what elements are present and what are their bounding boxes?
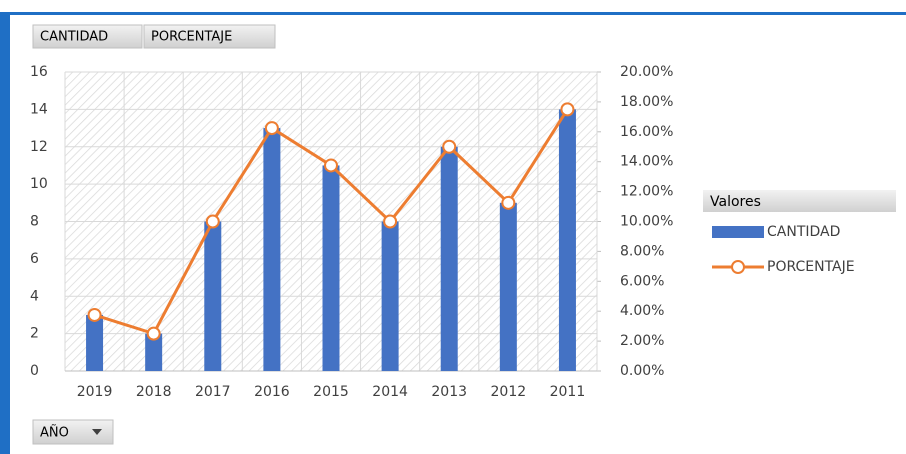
y2-tick-label: 8.00% bbox=[620, 243, 664, 259]
x-tick-label: 2017 bbox=[195, 384, 231, 400]
y2-tick-label: 2.00% bbox=[620, 333, 664, 349]
button-label: AÑO bbox=[40, 425, 69, 441]
y2-tick-label: 10.00% bbox=[620, 214, 673, 230]
line-marker bbox=[324, 158, 338, 173]
field-button[interactable]: CANTIDAD bbox=[32, 24, 143, 49]
field-button[interactable]: PORCENTAJE bbox=[143, 24, 276, 49]
x-tick-label: 2013 bbox=[431, 384, 467, 400]
y-tick-label: 6 bbox=[30, 251, 39, 267]
button-bg bbox=[143, 24, 276, 49]
frame-top bbox=[0, 12, 906, 15]
line-marker bbox=[87, 307, 102, 322]
bar bbox=[381, 221, 399, 371]
bar bbox=[440, 146, 458, 371]
x-tick-label: 2015 bbox=[313, 384, 349, 400]
line-marker bbox=[383, 214, 398, 229]
y-tick-label: 16 bbox=[30, 64, 48, 80]
bar bbox=[322, 165, 340, 371]
dropdown-arrow bbox=[92, 429, 102, 435]
line-marker bbox=[501, 195, 516, 210]
line-marker bbox=[146, 326, 161, 341]
x-tick-label: 2012 bbox=[491, 384, 527, 400]
legend-swatch bbox=[712, 226, 764, 238]
bar bbox=[558, 109, 576, 371]
line-marker bbox=[442, 139, 457, 154]
button-bg bbox=[32, 419, 114, 445]
y2-tick-label: 6.00% bbox=[620, 273, 664, 289]
legend-label: CANTIDAD bbox=[767, 224, 840, 240]
button-label: PORCENTAJE bbox=[151, 30, 232, 45]
x-tick-label: 2014 bbox=[372, 384, 408, 400]
x-tick-label: 2019 bbox=[77, 384, 113, 400]
y-tick-label: 0 bbox=[30, 363, 39, 379]
legend-swatch-marker bbox=[731, 260, 745, 274]
x-tick-label: 2016 bbox=[254, 384, 290, 400]
y2-tick-label: 14.00% bbox=[620, 154, 673, 170]
y-tick-label: 8 bbox=[30, 214, 39, 230]
legend-label: PORCENTAJE bbox=[767, 259, 855, 275]
legend-header bbox=[703, 190, 896, 212]
line-marker bbox=[205, 214, 220, 229]
y2-tick-label: 18.00% bbox=[620, 94, 673, 110]
y-tick-label: 2 bbox=[30, 326, 39, 342]
button-label: CANTIDAD bbox=[40, 30, 108, 45]
button-bg bbox=[32, 24, 143, 49]
y-tick-label: 14 bbox=[30, 101, 48, 117]
bar bbox=[499, 202, 517, 371]
frame-left bbox=[0, 12, 10, 454]
legend-title: Valores bbox=[710, 194, 761, 210]
y2-tick-label: 4.00% bbox=[620, 303, 664, 319]
y-tick-label: 4 bbox=[30, 288, 39, 304]
axis-field-button[interactable]: AÑO bbox=[32, 419, 114, 445]
line-marker bbox=[560, 102, 575, 117]
line-marker bbox=[264, 121, 279, 136]
x-tick-label: 2018 bbox=[136, 384, 172, 400]
bar bbox=[263, 128, 281, 371]
y2-tick-label: 16.00% bbox=[620, 124, 673, 140]
bar bbox=[145, 333, 163, 371]
bar bbox=[86, 314, 104, 371]
y-tick-label: 12 bbox=[30, 139, 48, 155]
y2-tick-label: 12.00% bbox=[620, 184, 673, 200]
y2-tick-label: 20.00% bbox=[620, 64, 673, 80]
x-tick-label: 2011 bbox=[550, 384, 586, 400]
y-tick-label: 10 bbox=[30, 176, 48, 192]
y2-tick-label: 0.00% bbox=[620, 363, 664, 379]
bar bbox=[204, 221, 222, 371]
